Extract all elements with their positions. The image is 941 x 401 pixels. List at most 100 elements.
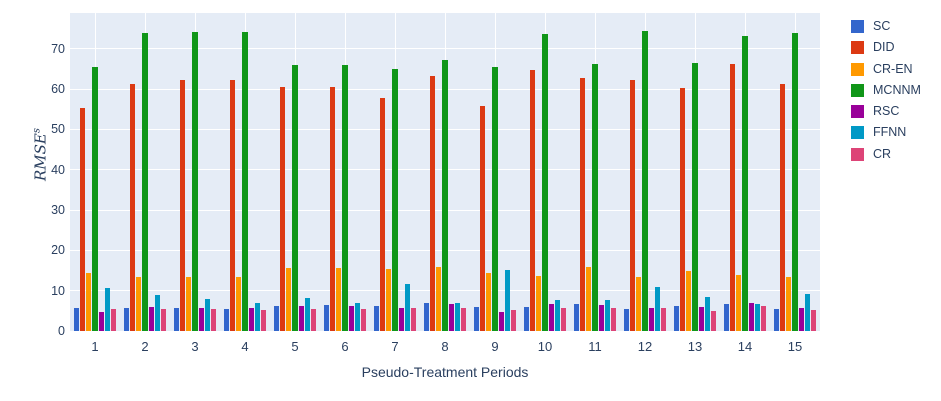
bar-FFNN-9[interactable] [504,269,510,331]
bar-MCNNM-6[interactable] [342,65,348,331]
bar-CR-9[interactable] [510,310,516,331]
bar-MCNNM-2[interactable] [142,32,148,331]
bar-MCNNM-3[interactable] [192,32,198,331]
bar-CR-EN-1[interactable] [86,272,92,331]
bar-DID-1[interactable] [80,107,86,331]
bar-RSC-7[interactable] [398,307,404,331]
legend-item-FFNN[interactable]: FFNN [851,126,921,140]
bar-RSC-13[interactable] [698,307,704,331]
bar-FFNN-8[interactable] [454,302,460,331]
bar-RSC-2[interactable] [148,306,154,331]
legend-item-RSC[interactable]: RSC [851,105,921,119]
bar-CR-EN-2[interactable] [136,277,142,331]
bar-SC-11[interactable] [574,304,580,331]
bar-MCNNM-15[interactable] [792,33,798,331]
bar-RSC-14[interactable] [748,302,754,331]
bar-CR-1[interactable] [110,309,116,331]
bar-CR-EN-4[interactable] [236,277,242,331]
bar-RSC-11[interactable] [598,305,604,331]
bar-FFNN-7[interactable] [404,283,410,331]
bar-CR-EN-11[interactable] [586,266,592,331]
bar-MCNNM-7[interactable] [392,68,398,331]
bar-CR-EN-8[interactable] [436,266,442,331]
bar-CR-EN-3[interactable] [186,277,192,331]
bar-FFNN-14[interactable] [754,304,760,331]
bar-FFNN-1[interactable] [104,287,110,331]
bar-SC-7[interactable] [374,306,380,331]
legend-item-DID[interactable]: DID [851,41,921,55]
bar-SC-8[interactable] [424,302,430,331]
bar-MCNNM-1[interactable] [92,66,98,331]
bar-DID-9[interactable] [480,106,486,331]
bar-CR-12[interactable] [660,308,666,331]
bar-CR-EN-12[interactable] [636,277,642,331]
bar-FFNN-3[interactable] [204,299,210,331]
bar-CR-EN-15[interactable] [786,277,792,331]
bar-SC-13[interactable] [674,306,680,331]
bar-RSC-4[interactable] [248,307,254,331]
legend-item-MCNNM[interactable]: MCNNM [851,83,921,97]
bar-FFNN-2[interactable] [154,294,160,331]
bar-RSC-5[interactable] [298,306,304,331]
bar-FFNN-15[interactable] [804,293,810,331]
bar-DID-15[interactable] [780,83,786,331]
bar-RSC-12[interactable] [648,307,654,331]
bar-FFNN-6[interactable] [354,302,360,331]
bar-CR-13[interactable] [710,310,716,331]
bar-SC-10[interactable] [524,306,530,331]
bar-RSC-1[interactable] [98,312,104,331]
bar-RSC-10[interactable] [548,304,554,331]
bar-MCNNM-9[interactable] [492,67,498,331]
bar-SC-14[interactable] [724,303,730,331]
bar-DID-5[interactable] [280,87,286,331]
bar-CR-EN-5[interactable] [286,267,292,331]
bar-DID-6[interactable] [330,86,336,331]
legend-item-CR[interactable]: CR [851,147,921,161]
bar-RSC-6[interactable] [348,306,354,331]
bar-SC-3[interactable] [174,308,180,331]
bar-CR-EN-7[interactable] [386,269,392,331]
bar-DID-8[interactable] [430,75,436,331]
bar-FFNN-4[interactable] [254,302,260,331]
bar-FFNN-12[interactable] [654,286,660,331]
bar-RSC-8[interactable] [448,304,454,331]
bar-CR-EN-9[interactable] [486,272,492,331]
bar-CR-4[interactable] [260,310,266,331]
bar-MCNNM-12[interactable] [642,31,648,331]
bar-CR-11[interactable] [610,307,616,331]
bar-MCNNM-8[interactable] [442,60,448,331]
bar-SC-1[interactable] [74,308,80,331]
bar-DID-13[interactable] [680,87,686,331]
bar-CR-3[interactable] [210,309,216,331]
bar-SC-9[interactable] [474,306,480,331]
bar-CR-7[interactable] [410,308,416,331]
bar-CR-15[interactable] [810,310,816,331]
bar-MCNNM-4[interactable] [242,31,248,331]
legend-item-CR-EN[interactable]: CR-EN [851,62,921,76]
legend-item-SC[interactable]: SC [851,20,921,33]
bar-CR-EN-14[interactable] [736,274,742,331]
bar-RSC-15[interactable] [798,308,804,331]
bar-FFNN-11[interactable] [604,300,610,331]
bar-SC-6[interactable] [324,305,330,331]
bar-MCNNM-10[interactable] [542,34,548,331]
bar-RSC-9[interactable] [498,311,504,331]
bar-DID-11[interactable] [580,77,586,331]
bar-DID-12[interactable] [630,80,636,331]
bar-DID-7[interactable] [380,98,386,331]
bar-FFNN-13[interactable] [704,296,710,331]
bar-SC-5[interactable] [274,306,280,331]
bar-SC-2[interactable] [124,307,130,331]
bar-MCNNM-11[interactable] [592,64,598,331]
bar-CR-10[interactable] [560,308,566,331]
bar-SC-4[interactable] [224,309,230,331]
bar-CR-EN-6[interactable] [336,267,342,331]
bar-FFNN-10[interactable] [554,300,560,331]
bar-MCNNM-13[interactable] [692,63,698,331]
bar-SC-12[interactable] [624,308,630,331]
bar-DID-14[interactable] [730,63,736,331]
bar-CR-6[interactable] [360,309,366,331]
bar-SC-15[interactable] [774,308,780,331]
bar-MCNNM-5[interactable] [292,65,298,331]
bar-DID-10[interactable] [530,69,536,331]
